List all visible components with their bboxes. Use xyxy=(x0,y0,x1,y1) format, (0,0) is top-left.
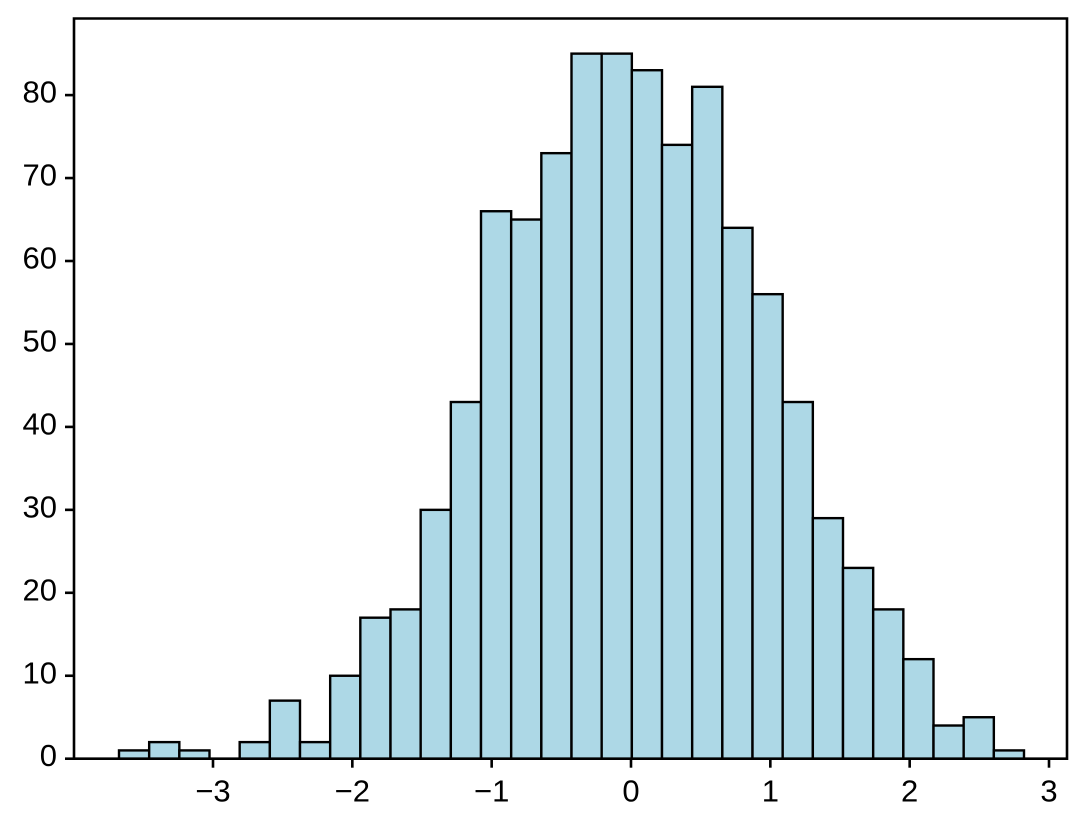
svg-text:−3: −3 xyxy=(195,774,230,809)
svg-text:60: 60 xyxy=(23,241,57,276)
svg-text:20: 20 xyxy=(23,572,57,607)
svg-text:80: 80 xyxy=(23,75,57,110)
svg-text:2: 2 xyxy=(901,774,918,809)
svg-text:1: 1 xyxy=(762,774,779,809)
svg-text:−2: −2 xyxy=(335,774,370,809)
svg-text:40: 40 xyxy=(23,406,57,441)
svg-text:−1: −1 xyxy=(474,774,509,809)
svg-text:50: 50 xyxy=(23,323,57,358)
svg-text:0: 0 xyxy=(40,738,57,773)
svg-text:3: 3 xyxy=(1040,774,1057,809)
svg-text:10: 10 xyxy=(23,655,57,690)
svg-text:30: 30 xyxy=(23,489,57,524)
svg-text:0: 0 xyxy=(622,774,639,809)
svg-text:70: 70 xyxy=(23,158,57,193)
